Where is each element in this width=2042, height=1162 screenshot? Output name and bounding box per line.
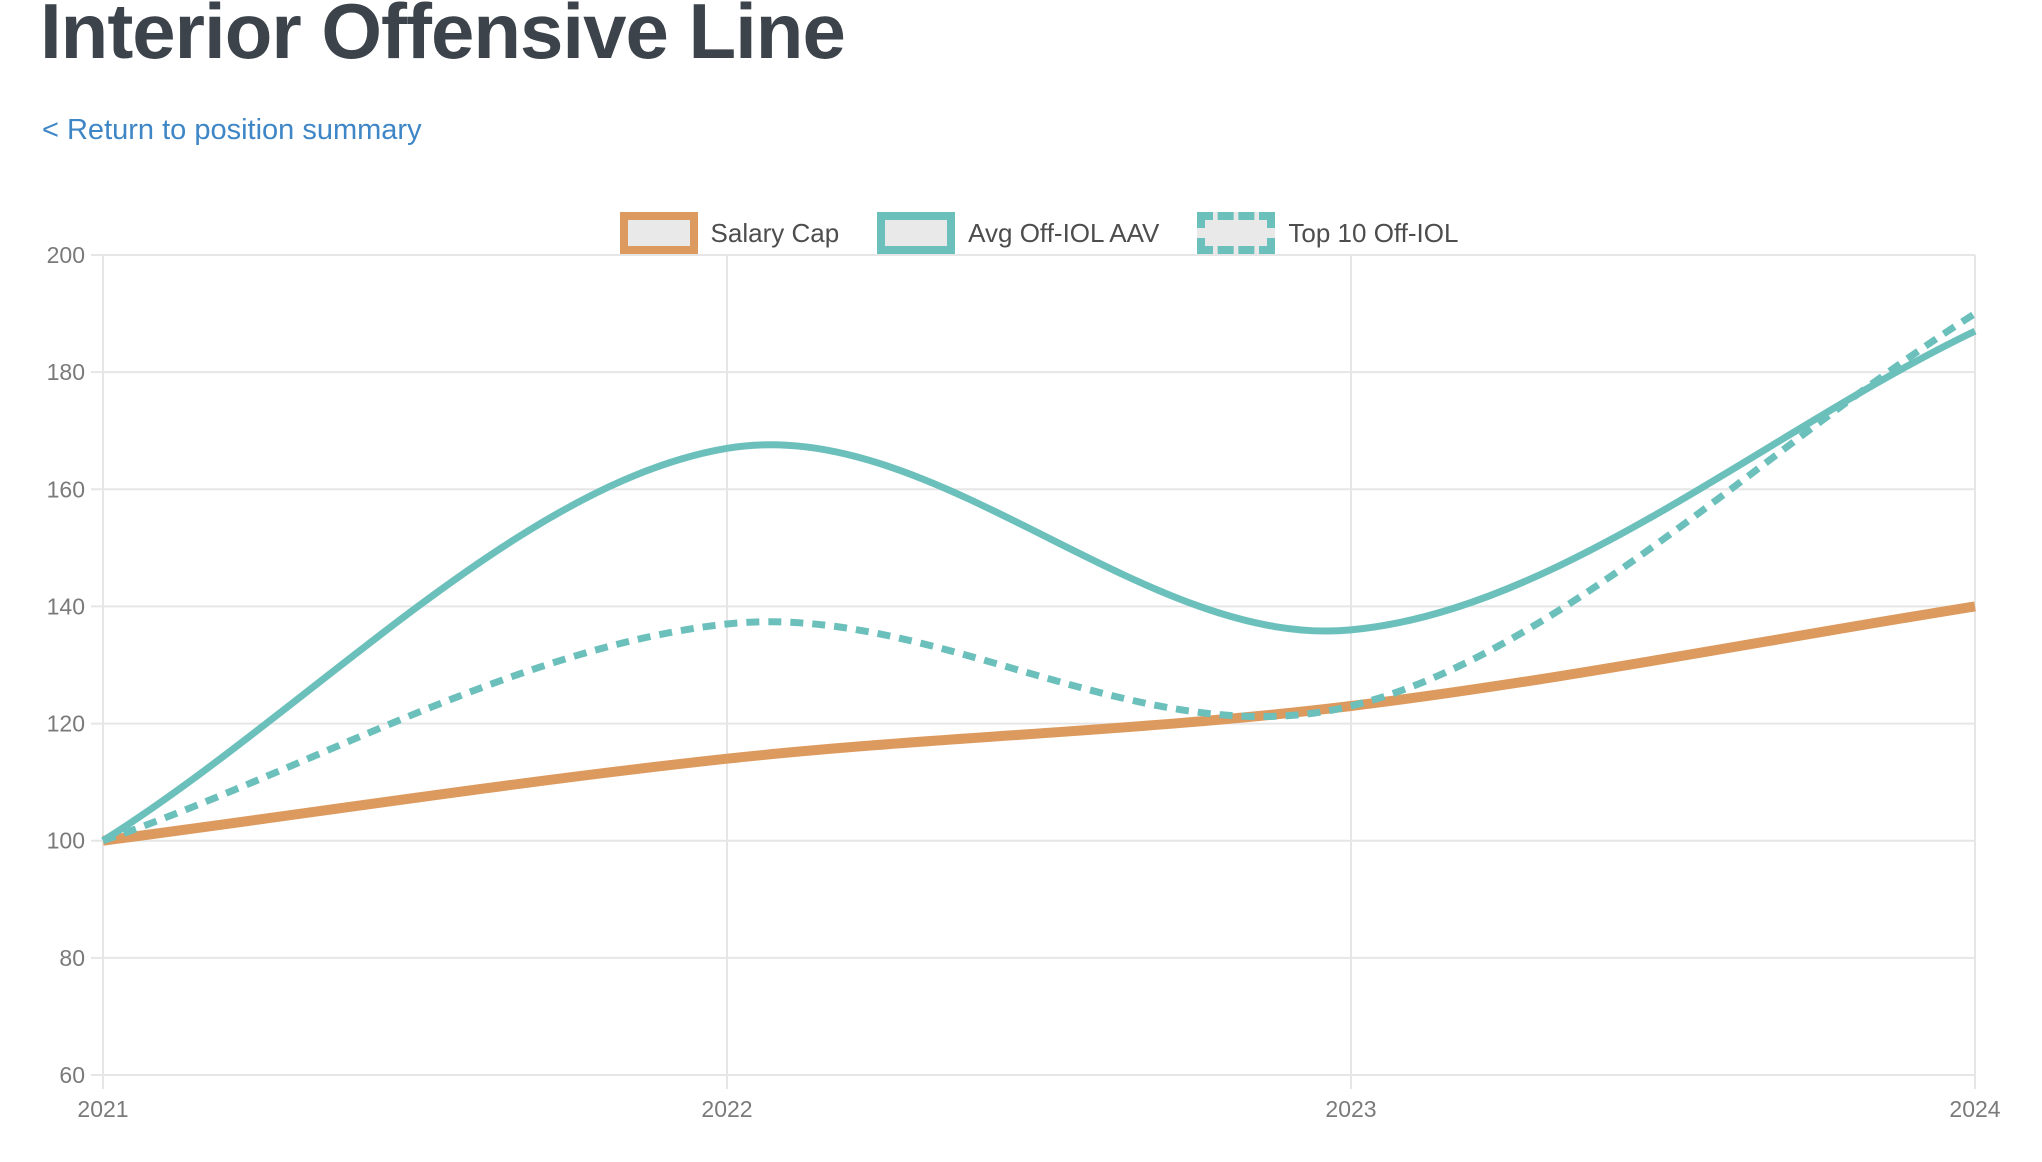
- legend-label-top-10-off-iol: Top 10 Off-IOL: [1288, 217, 1459, 248]
- y-tick-label-180: 180: [47, 359, 85, 385]
- y-tick-label-100: 100: [47, 828, 85, 854]
- legend-item-top-10-off-iol[interactable]: Top 10 Off-IOL: [1197, 212, 1458, 254]
- legend-swatch-salary-cap: [619, 212, 698, 254]
- x-tick-label-2022: 2022: [701, 1096, 752, 1122]
- series-line-top-10-off-iol: [101, 310, 1977, 845]
- return-to-position-summary-link[interactable]: < Return to position summary: [42, 114, 422, 146]
- y-tick-label-60: 60: [59, 1062, 85, 1088]
- y-tick-label-140: 140: [47, 593, 85, 619]
- legend-item-salary-cap[interactable]: Salary Cap: [619, 212, 840, 254]
- y-tick-label-120: 120: [47, 711, 85, 737]
- series-line-avg-off-iol-aav: [101, 327, 1977, 844]
- x-tick-label-2021: 2021: [77, 1096, 128, 1122]
- chart-legend: Salary Cap Avg Off-IOL AAV Top 10 Off-IO…: [103, 210, 1975, 256]
- legend-swatch-avg-off-iol-aav: [877, 212, 956, 254]
- x-tick-label-2024: 2024: [1949, 1096, 2000, 1122]
- legend-label-salary-cap: Salary Cap: [710, 217, 840, 248]
- legend-item-avg-off-iol-aav[interactable]: Avg Off-IOL AAV: [877, 212, 1159, 254]
- page-title: Interior Offensive Line: [40, 0, 846, 75]
- y-tick-label-160: 160: [47, 476, 85, 502]
- y-tick-label-80: 80: [59, 945, 85, 971]
- y-tick-label-200: 200: [47, 242, 85, 268]
- x-tick-label-2023: 2023: [1325, 1096, 1376, 1122]
- legend-swatch-top-10-off-iol: [1197, 212, 1276, 254]
- legend-label-avg-off-iol-aav: Avg Off-IOL AAV: [968, 217, 1160, 248]
- series-line-salary-cap: [102, 601, 1976, 846]
